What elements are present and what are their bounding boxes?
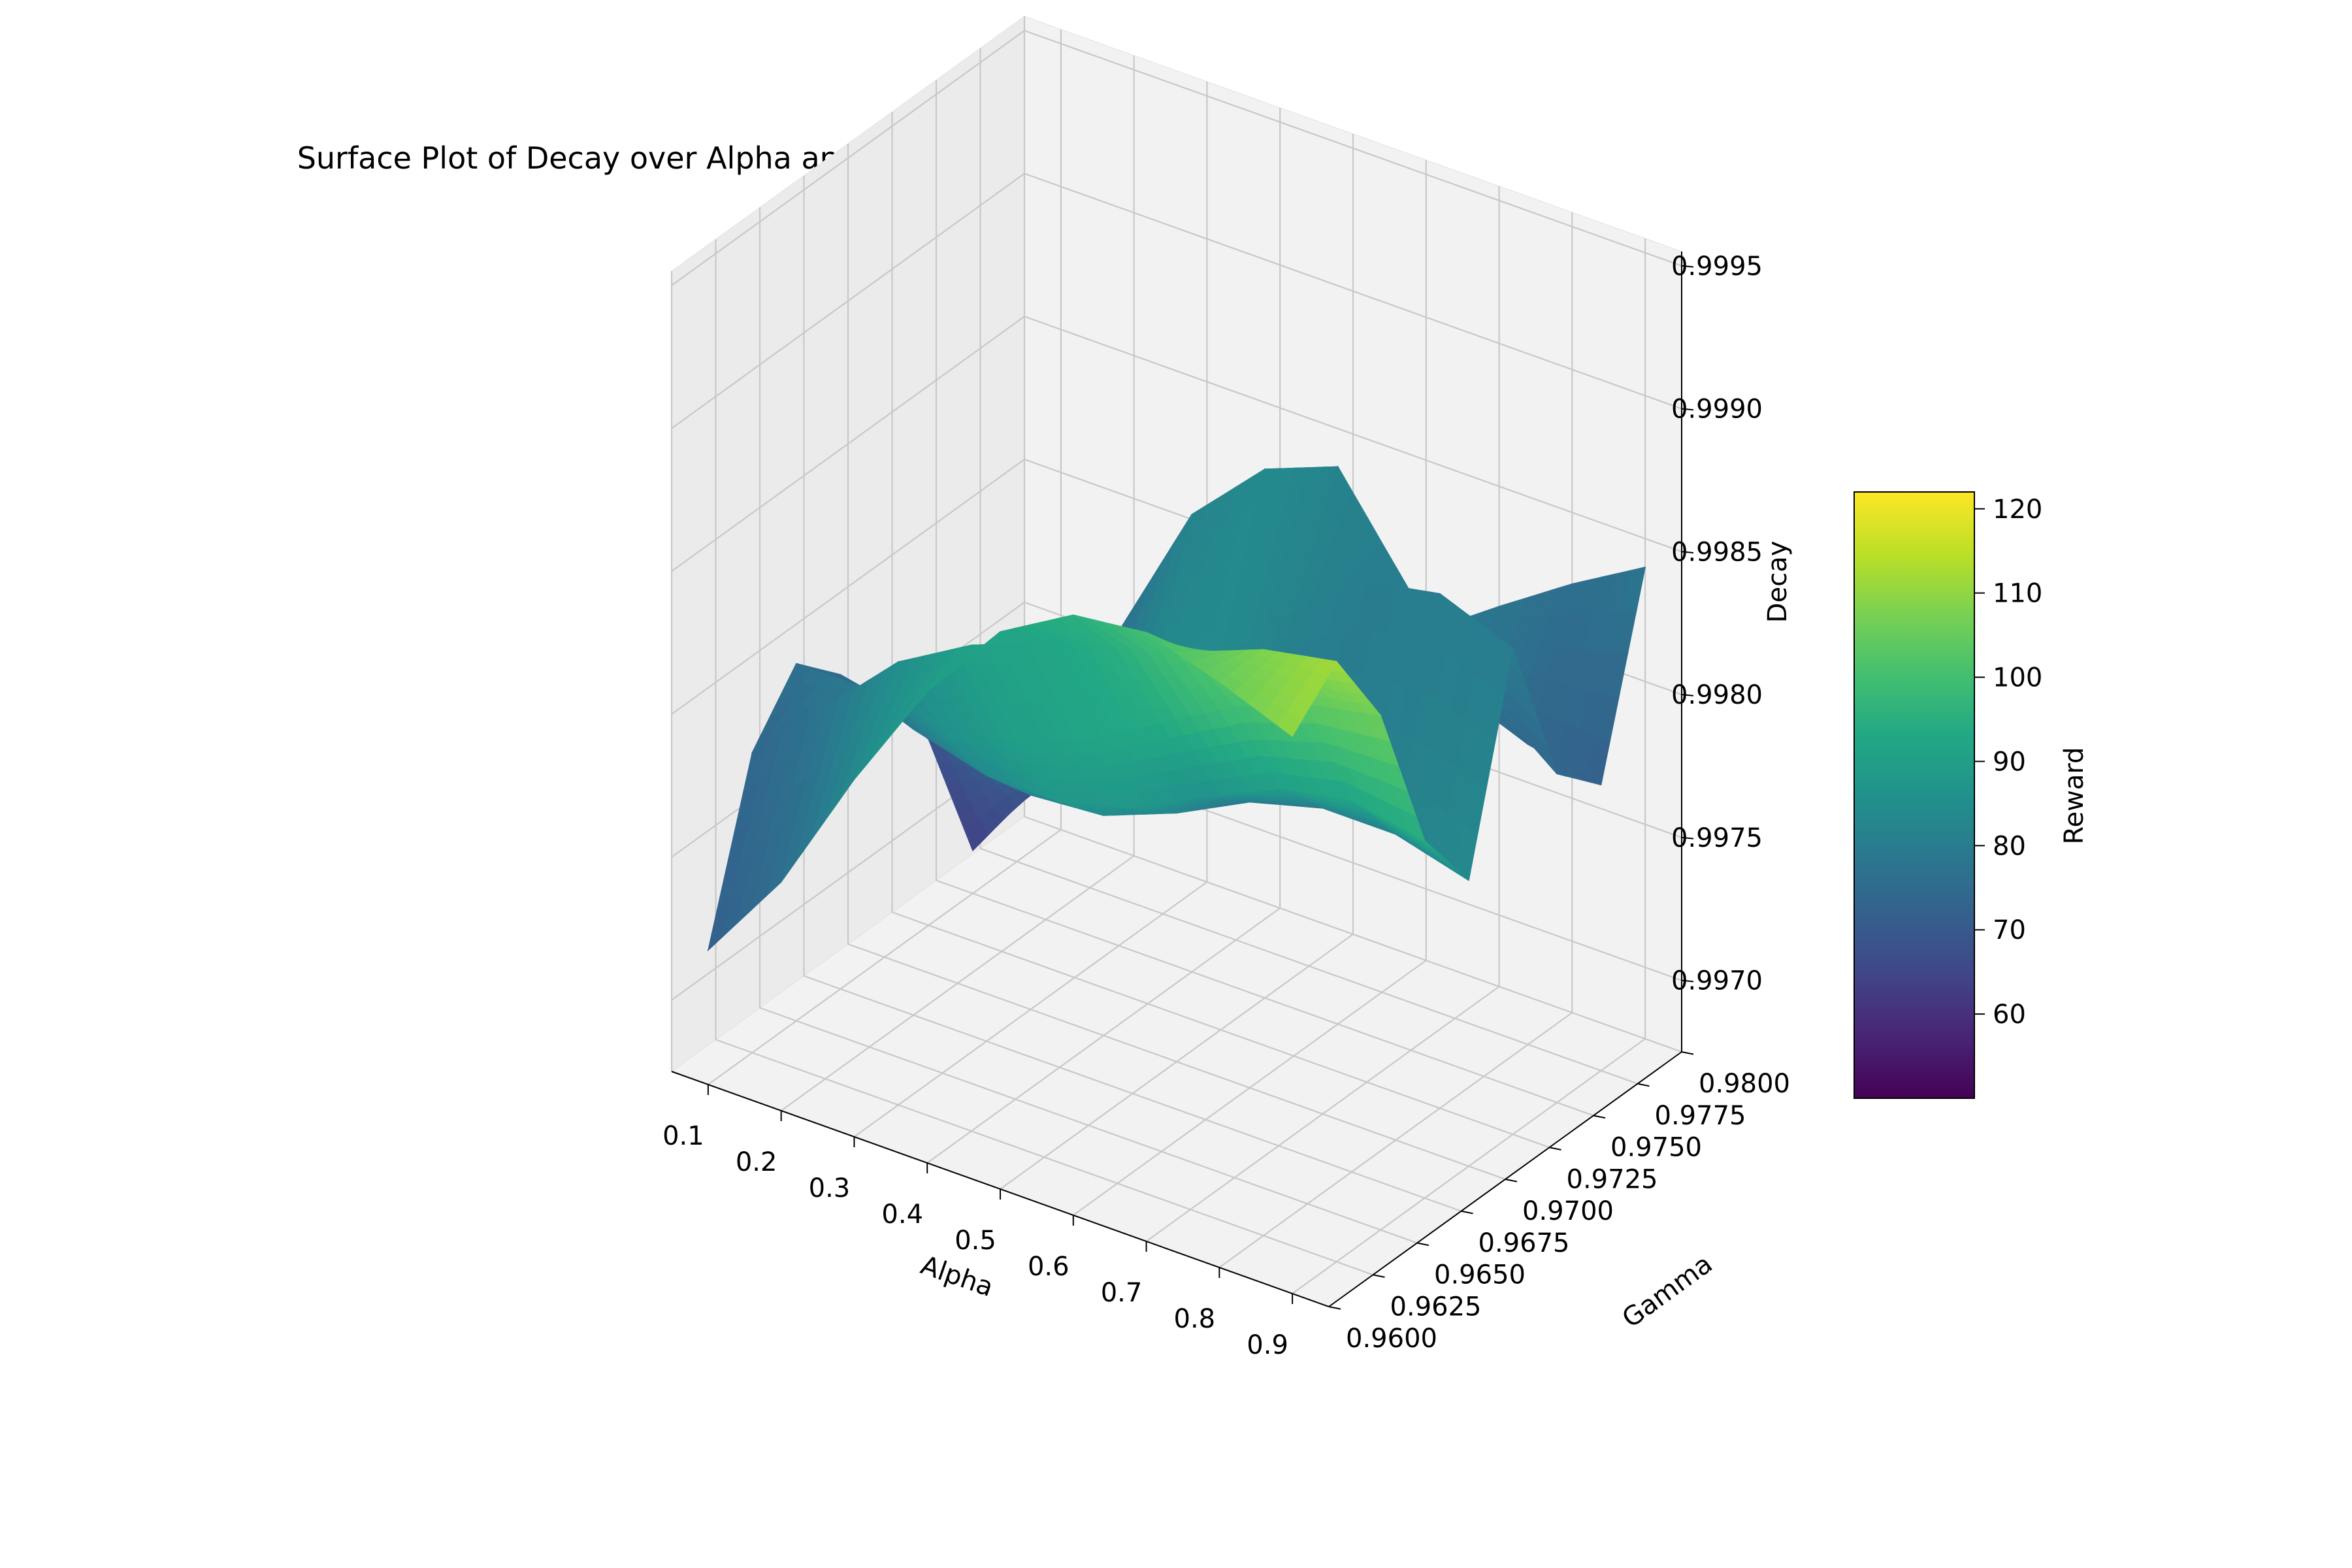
- x-tick-label: 0.7: [1101, 1278, 1143, 1308]
- y-tick-label-mark: [1505, 1179, 1518, 1183]
- x-tick-label: 0.3: [809, 1173, 851, 1203]
- colorbar-tick-label: 100: [1993, 663, 2042, 693]
- surface: [707, 465, 1646, 952]
- y-tick-label: 0.9775: [1655, 1101, 1746, 1131]
- z-tick-label: 0.9980: [1671, 680, 1763, 710]
- grid-line: [1024, 316, 1682, 553]
- z-tick-label: 0.9975: [1671, 823, 1763, 853]
- z-tick-label: 0.9995: [1671, 252, 1763, 282]
- z-tick-label: 0.9990: [1671, 395, 1763, 425]
- y-tick-label-mark: [1373, 1274, 1385, 1278]
- y-tick-label: 0.9600: [1346, 1324, 1437, 1354]
- x-axis-label: Alpha: [917, 1250, 997, 1303]
- y-tick-label: 0.9700: [1522, 1196, 1614, 1226]
- grid-line: [804, 975, 1462, 1212]
- y-tick-label-mark: [1416, 1242, 1429, 1247]
- x-tick-label: 0.1: [662, 1121, 704, 1151]
- y-tick-label-mark: [1549, 1147, 1561, 1151]
- z-tick-label-mark: [1681, 551, 1694, 554]
- colorbar-tick-label: 60: [1993, 1000, 2026, 1030]
- z-tick-label-mark: [1681, 979, 1694, 983]
- x-tick-label: 0.5: [955, 1226, 996, 1256]
- grid-line: [936, 879, 1594, 1117]
- grid-line: [847, 943, 1506, 1181]
- y-tick-label-mark: [1328, 1306, 1341, 1310]
- z-tick-label: 0.9970: [1671, 966, 1763, 996]
- z-tick-label-mark: [1681, 836, 1694, 840]
- x-tick-label: 0.2: [736, 1147, 777, 1177]
- colorbar-tick-label: 90: [1993, 747, 2026, 777]
- y-tick-label-mark: [1637, 1083, 1650, 1087]
- y-tick-label: 0.9650: [1434, 1260, 1526, 1290]
- z-tick-label-mark: [1681, 408, 1694, 411]
- y-tick-label: 0.9675: [1478, 1228, 1570, 1258]
- grid-line: [1024, 29, 1682, 267]
- grid-line: [1024, 815, 1682, 1053]
- grid-line: [892, 911, 1550, 1149]
- y-tick-label: 0.9725: [1567, 1164, 1658, 1194]
- x-tick-label: 0.9: [1247, 1330, 1288, 1360]
- grid-line: [671, 172, 1025, 429]
- y-tick-label-mark: [1681, 1051, 1694, 1055]
- y-tick-label: 0.9800: [1699, 1069, 1790, 1099]
- colorbar-label: Reward: [2059, 747, 2089, 845]
- y-tick-label-mark: [1593, 1115, 1606, 1119]
- grid-line: [671, 316, 1025, 572]
- colorbar-ticks: 60 70 80 90 100 110 120: [1974, 495, 2042, 1030]
- colorbar-tick-label: 120: [1993, 495, 2042, 525]
- x-tick-label: 0.8: [1174, 1304, 1216, 1334]
- colorbar-tick-label: 70: [1993, 915, 2026, 945]
- z-tick-label-mark: [1681, 265, 1694, 268]
- x-tick-label: 0.4: [881, 1200, 923, 1230]
- y-axis-label: Gamma: [1617, 1249, 1718, 1334]
- colorbar-tick-label: 110: [1993, 579, 2042, 609]
- colorbar-tick-label: 80: [1993, 831, 2026, 861]
- y-tick-label: 0.9625: [1390, 1292, 1482, 1322]
- y-tick-label: 0.9750: [1610, 1133, 1702, 1163]
- tick-labels: 0.10.20.30.40.50.60.70.80.9 0.96000.96250…: [662, 252, 1790, 1360]
- z-axis-label: Decay: [1763, 541, 1793, 623]
- grid-line: [759, 1007, 1418, 1244]
- surface-patch: [1277, 711, 1302, 737]
- grid-line: [715, 1039, 1373, 1276]
- grid-line: [980, 847, 1638, 1085]
- grid-line: [671, 459, 1025, 715]
- y-tick-label-mark: [1461, 1210, 1473, 1215]
- colorbar: [1854, 491, 1975, 1099]
- z-tick-label: 0.9985: [1671, 537, 1763, 567]
- grid-line: [671, 29, 1025, 286]
- grid-line: [1024, 172, 1682, 410]
- z-tick-label-mark: [1681, 694, 1694, 696]
- x-tick-label: 0.6: [1028, 1252, 1070, 1282]
